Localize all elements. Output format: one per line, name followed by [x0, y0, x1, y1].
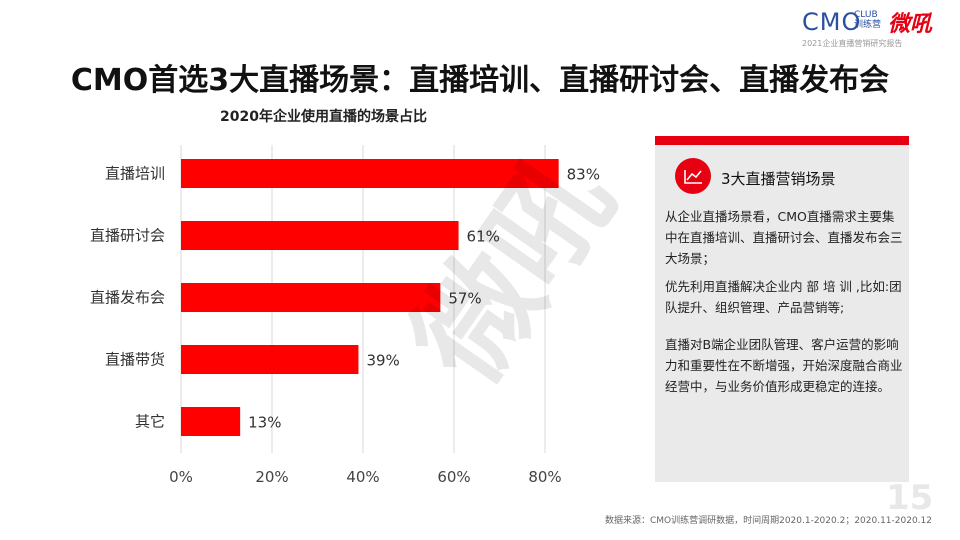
x-tick-label: 40%: [346, 468, 379, 486]
data-label: 61%: [467, 228, 500, 246]
x-tick-label: 60%: [437, 468, 470, 486]
bar: [181, 221, 459, 250]
panel-accent-bar: [655, 136, 909, 145]
logo-club-text: CLUB 训练营: [854, 10, 881, 30]
bar-chart: 0% 20% 40% 60% 80% 直播培训 83% 直播研讨会 61% 直播发布会 57% 直播带…: [90, 145, 600, 486]
category-label: 直播发布会: [90, 289, 165, 307]
category-label: 直播研讨会: [90, 227, 165, 245]
x-tick-label: 20%: [255, 468, 288, 486]
category-label: 直播带货: [105, 351, 165, 369]
logo-slogan: 2021企业直播营销研究报告: [802, 39, 903, 48]
trend-chart-icon: [675, 158, 711, 194]
panel-heading: 3大直播营销场景: [721, 170, 836, 188]
bar: [181, 283, 441, 312]
category-label: 其它: [135, 413, 165, 431]
data-label: 57%: [448, 290, 481, 308]
data-label: 13%: [248, 414, 281, 432]
x-tick-label: 0%: [169, 468, 193, 486]
category-label: 直播培训: [105, 165, 165, 183]
bar: [181, 159, 559, 188]
bar: [181, 407, 241, 436]
logo-brand: 微吼: [888, 12, 933, 37]
logo-club: CLUB: [854, 10, 878, 20]
x-tick-label: 80%: [528, 468, 561, 486]
panel-paragraph-2: 优先利用直播解决企业内 部 培 训 ,比如:团队提升、组织管理、产品营销等;: [665, 279, 902, 315]
data-label: 83%: [567, 166, 600, 184]
logo-club-sub: 训练营: [854, 20, 882, 30]
panel-paragraph-3: 直播对B端企业团队管理、客户运营的影响力和重要性在不断增强，开始深度融合商业经营…: [665, 337, 903, 394]
brand-logo: CMO CLUB 训练营 微吼 2021企业直播营销研究报告: [802, 6, 942, 48]
chart-title: 2020年企业使用直播的场景占比: [220, 109, 427, 125]
page-number: 15: [886, 478, 934, 518]
logo-cmo-text: CMO: [802, 8, 862, 36]
page-title: CMO首选3大直播场景：直播培训、直播研讨会、直播发布会: [70, 63, 890, 98]
data-source: 数据来源：CMO训练营调研数据，时间周期2020.1-2020.2；2020.1…: [604, 516, 932, 526]
panel-paragraph-1: 从企业直播场景看，CMO直播需求主要集中在直播培训、直播研讨会、直播发布会三大场…: [665, 209, 903, 266]
insight-panel: 3大直播营销场景 从企业直播场景看，CMO直播需求主要集中在直播培训、直播研讨会…: [655, 136, 909, 482]
data-label: 39%: [366, 352, 399, 370]
bar: [181, 345, 359, 374]
